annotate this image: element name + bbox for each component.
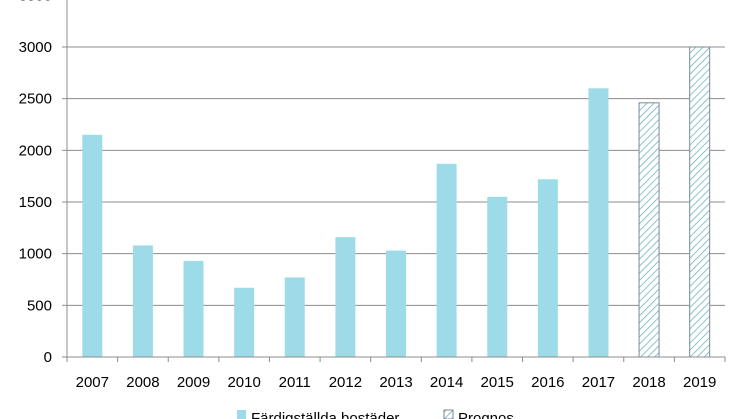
bar-2019 — [689, 46, 711, 358]
bar-2017 — [588, 88, 609, 357]
x-tick-label: 2008 — [126, 374, 159, 391]
x-tick-label: 2011 — [279, 374, 311, 391]
legend-swatch-solid — [237, 410, 246, 419]
tick-labels: 0 500 1000 1500 2000 2500 3000 3500 2007 2008 2009… — [19, 0, 717, 391]
bars — [82, 46, 711, 358]
bar-2007 — [82, 134, 103, 357]
y-tick-label: 0 — [44, 349, 52, 366]
bar-2015 — [487, 196, 508, 357]
y-tick-label: 2500 — [19, 91, 52, 108]
x-tick-label: 2015 — [481, 374, 514, 391]
x-tick-label: 2019 — [683, 374, 716, 391]
x-tick-label: 2018 — [632, 374, 665, 391]
legend-label: Färdigställda bostäder — [251, 410, 399, 419]
x-tick-label: 2013 — [379, 374, 412, 391]
x-tick-label: 2007 — [76, 374, 109, 391]
bar-2012 — [335, 237, 356, 357]
bar-2013 — [386, 250, 406, 357]
bar-2010 — [234, 287, 255, 357]
y-tick-label: 500 — [27, 297, 52, 314]
x-tick-label: 2017 — [582, 374, 615, 391]
x-tick-label: 2016 — [531, 374, 564, 391]
y-tick-label: 1500 — [19, 194, 52, 211]
legend-label: Prognos — [458, 410, 514, 419]
x-tick-label: 2014 — [430, 374, 463, 391]
y-tick-label: 1000 — [19, 246, 52, 263]
bar-2014 — [436, 163, 457, 357]
bar-2009 — [183, 260, 204, 357]
bar-2008 — [132, 245, 153, 357]
axes — [62, 0, 726, 362]
y-tick-label: 3500 — [19, 0, 52, 4]
legend: Färdigställda bostäder Prognos — [237, 409, 514, 419]
y-tick-label: 2000 — [19, 142, 52, 159]
bar-2016 — [537, 179, 558, 357]
x-tick-label: 2009 — [177, 374, 210, 391]
legend-swatch-prognos — [443, 409, 454, 419]
gridlines — [67, 46, 725, 306]
bar-2018 — [638, 102, 660, 358]
bar-2011 — [284, 277, 305, 357]
y-tick-label: 3000 — [19, 39, 52, 56]
x-tick-label: 2010 — [227, 374, 260, 391]
x-tick-label: 2012 — [329, 374, 362, 391]
